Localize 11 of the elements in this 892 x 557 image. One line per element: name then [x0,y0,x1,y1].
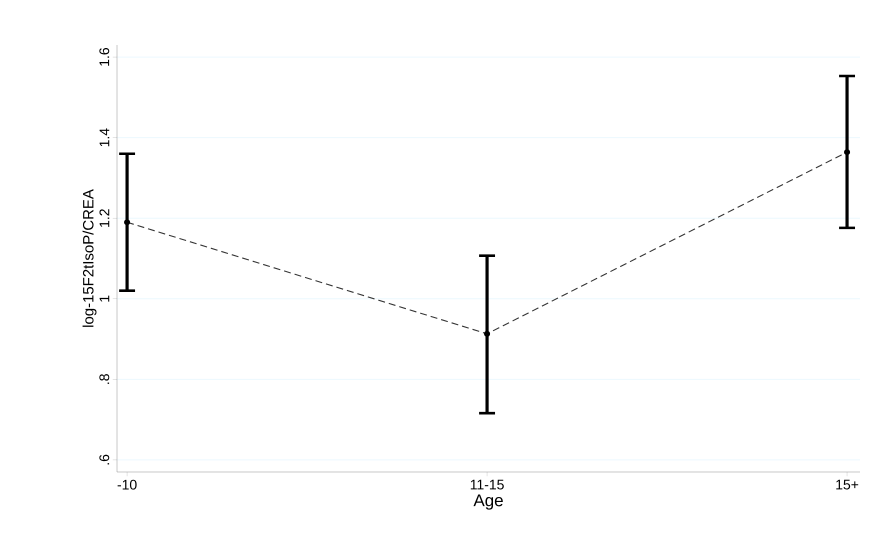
x-axis-title: Age [473,494,503,510]
y-axis-title: log-15F2tIsoP/CREA [82,189,96,327]
y-tick-label: .6 [99,454,110,464]
x-tick-label: 11-15 [470,480,504,490]
y-tick-label: 1 [100,296,110,302]
y-tick-label: 1.2 [99,209,110,227]
x-tick-label: 15+ [836,480,858,490]
x-tick-label: -10 [118,480,137,490]
y-tick-label: .8 [99,374,110,384]
y-tick-label: 1.6 [99,48,110,66]
y-tick-label: 1.4 [100,128,110,146]
